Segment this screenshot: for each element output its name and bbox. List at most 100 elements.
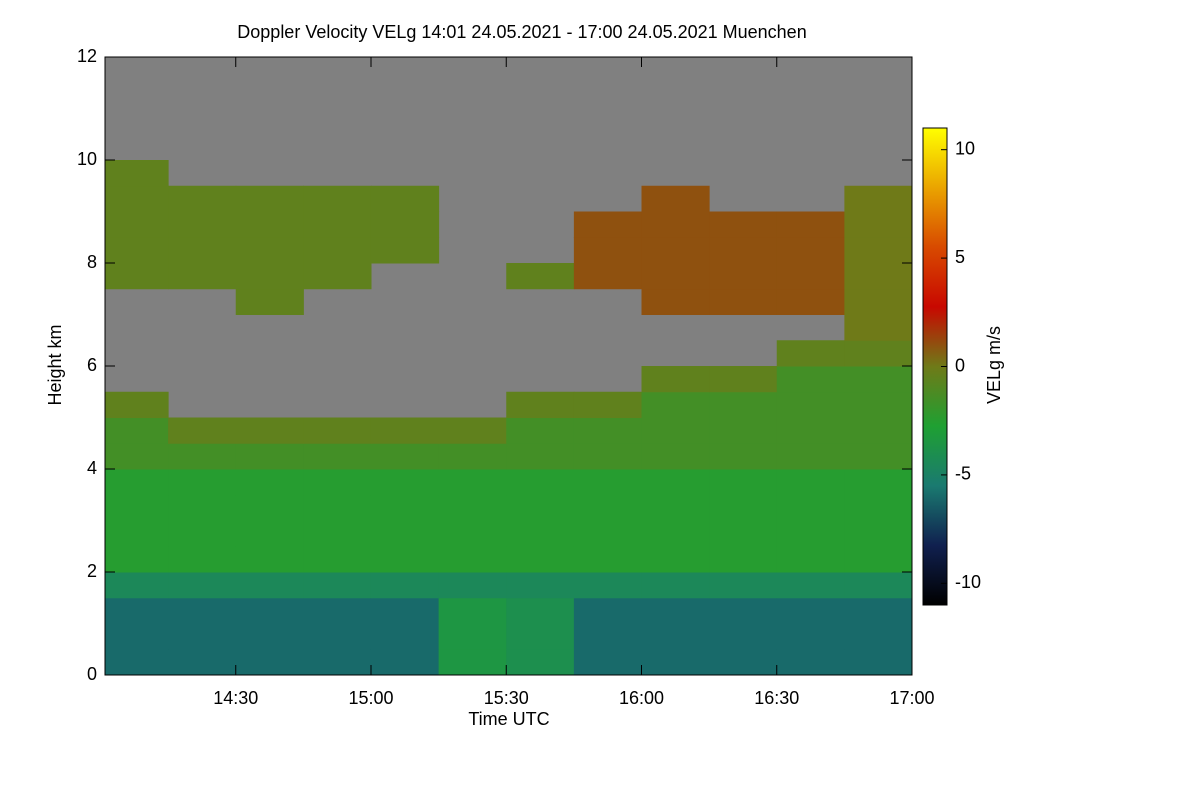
heatmap-cell	[573, 211, 642, 238]
heatmap-cell	[168, 597, 237, 624]
heatmap-cell	[641, 185, 710, 212]
heatmap-cell	[370, 185, 440, 212]
heatmap-cell	[438, 469, 507, 496]
heatmap-cell	[573, 546, 642, 573]
heatmap-cell	[168, 417, 237, 444]
heatmap-cell	[105, 623, 169, 650]
heatmap-cell	[105, 469, 169, 496]
heatmap-cell	[709, 443, 778, 470]
x-axis-title: Time UTC	[468, 709, 549, 729]
x-tick-label: 17:00	[889, 688, 934, 708]
heatmap-cell	[844, 391, 913, 418]
y-tick-label: 10	[77, 149, 97, 169]
heatmap-cell	[641, 366, 710, 393]
y-axis-title: Height km	[45, 324, 65, 405]
heatmap-cell	[709, 391, 778, 418]
heatmap-cell	[641, 520, 710, 547]
heatmap-cell	[844, 546, 913, 573]
heatmap-cell	[776, 366, 845, 393]
heatmap-cell	[235, 649, 304, 676]
heatmap-cell	[105, 391, 169, 418]
heatmap-cell	[506, 263, 575, 290]
heatmap-cell	[370, 546, 440, 573]
heatmap-cell	[105, 597, 169, 624]
heatmap-cell	[105, 494, 169, 521]
heatmap-cell	[370, 417, 440, 444]
heatmap-cell	[438, 520, 507, 547]
heatmap-cell	[235, 494, 304, 521]
chart-title: Doppler Velocity VELg 14:01 24.05.2021 -…	[237, 22, 806, 42]
heatmap-cell	[641, 288, 710, 315]
y-tick-label: 0	[87, 664, 97, 684]
heatmap-cell	[844, 623, 913, 650]
heatmap-cell	[303, 597, 372, 624]
heatmap-cell	[776, 391, 845, 418]
heatmap-cell	[168, 649, 237, 676]
heatmap-cell	[844, 597, 913, 624]
heatmap-cell	[709, 520, 778, 547]
heatmap-cell	[168, 469, 237, 496]
heatmap-cell	[776, 494, 845, 521]
heatmap-cell	[105, 417, 169, 444]
y-tick-label: 12	[77, 46, 97, 66]
colorbar-title: VELg m/s	[984, 326, 1004, 404]
heatmap-cell	[370, 237, 440, 264]
heatmap-cell	[370, 520, 440, 547]
heatmap-cell	[235, 572, 304, 599]
heatmap-cell	[168, 211, 237, 238]
heatmap-cell	[168, 623, 237, 650]
heatmap-cell	[573, 649, 642, 676]
heatmap-cell	[844, 237, 913, 264]
heatmap-cell	[573, 263, 642, 290]
heatmap-cell	[235, 443, 304, 470]
heatmap-cell	[105, 185, 169, 212]
heatmap-cell	[573, 469, 642, 496]
heatmap-cell	[105, 546, 169, 573]
heatmap-cell	[105, 237, 169, 264]
heatmap-cell	[641, 597, 710, 624]
heatmap-cell	[709, 469, 778, 496]
heatmap-cell	[438, 494, 507, 521]
heatmap-cell	[573, 494, 642, 521]
heatmap-cell	[776, 340, 845, 367]
heatmap-cell	[709, 263, 778, 290]
heatmap-cell	[844, 211, 913, 238]
heatmap-cell	[235, 417, 304, 444]
heatmap-cell	[235, 597, 304, 624]
heatmap-cell	[709, 623, 778, 650]
heatmap-cell	[641, 443, 710, 470]
x-tick-label: 14:30	[213, 688, 258, 708]
heatmap-cell	[168, 494, 237, 521]
heatmap-cell	[303, 572, 372, 599]
heatmap-cell	[303, 185, 372, 212]
heatmap-cell	[776, 237, 845, 264]
heatmap-cell	[370, 211, 440, 238]
heatmap-cell	[573, 237, 642, 264]
heatmap-cell	[573, 623, 642, 650]
colorbar-tick-label: -10	[955, 572, 981, 592]
heatmap-cell	[370, 623, 440, 650]
heatmap-cell	[776, 263, 845, 290]
heatmap-cell	[776, 572, 845, 599]
heatmap-cell	[235, 237, 304, 264]
y-tick-label: 2	[87, 561, 97, 581]
heatmap-cell	[105, 649, 169, 676]
heatmap-cell	[844, 366, 913, 393]
colorbar-tick-label: -5	[955, 464, 971, 484]
heatmap-cell	[776, 520, 845, 547]
heatmap-cell	[105, 520, 169, 547]
y-tick-label: 4	[87, 458, 97, 478]
heatmap-cell	[235, 546, 304, 573]
heatmap-cell	[235, 185, 304, 212]
heatmap-cell	[438, 546, 507, 573]
colorbar-tick-label: 5	[955, 247, 965, 267]
heatmap-cell	[844, 520, 913, 547]
heatmap-cell	[235, 263, 304, 290]
heatmap-cell	[105, 211, 169, 238]
heatmap-cell	[303, 469, 372, 496]
heatmap-cell	[641, 572, 710, 599]
heatmap-cell	[844, 469, 913, 496]
heatmap-cell	[709, 211, 778, 238]
heatmap-cell	[506, 623, 575, 650]
